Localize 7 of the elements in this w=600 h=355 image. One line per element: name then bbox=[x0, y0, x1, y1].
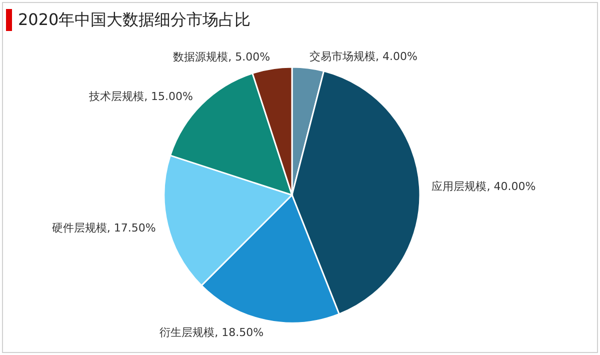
slice-label: 技术层规模, 15.00% bbox=[88, 90, 194, 104]
slice-label: 应用层规模, 40.00% bbox=[432, 180, 536, 194]
chart-title: 2020年中国大数据细分市场占比 bbox=[18, 9, 251, 31]
slice-label: 数据源规模, 5.00% bbox=[173, 50, 270, 64]
slice-label: 衍生层规模, 18.50% bbox=[160, 326, 264, 340]
slice-label: 硬件层规模, 17.50% bbox=[52, 222, 156, 235]
slice-label: 交易市场规模, 4.00% bbox=[310, 50, 418, 64]
